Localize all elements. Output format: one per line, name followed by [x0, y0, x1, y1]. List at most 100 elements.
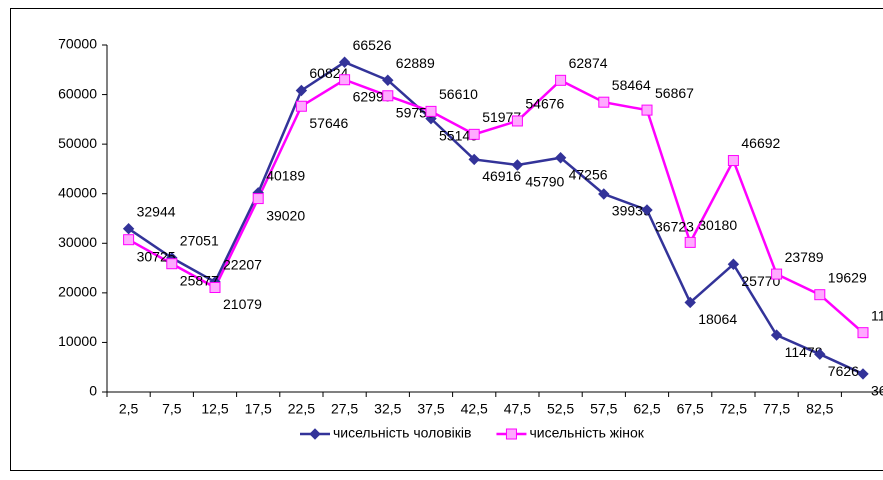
point: [295, 100, 307, 112]
point: [641, 204, 653, 216]
point: [425, 112, 437, 125]
data-label: 46692: [741, 135, 780, 151]
data-label: 39020: [266, 207, 305, 223]
data-label: 40189: [266, 167, 305, 183]
data-label: 18064: [698, 311, 737, 327]
data-label: 66526: [353, 37, 392, 53]
point: [122, 222, 135, 235]
data-label: 11969: [871, 307, 883, 323]
point: [641, 104, 653, 116]
data-label: 36723: [655, 219, 694, 235]
x-tick-label: 62,5: [633, 401, 660, 417]
data-label: 56867: [655, 85, 694, 101]
point: [857, 327, 869, 339]
data-label: 58464: [612, 77, 651, 93]
point: [382, 74, 394, 86]
data-label: 3645: [871, 383, 883, 399]
point: [295, 84, 308, 97]
y-tick-label: 50000: [58, 135, 97, 151]
x-tick-label: 57,5: [590, 401, 617, 417]
data-label: 19629: [828, 269, 867, 285]
y-tick-label: 40000: [58, 184, 97, 200]
data-label: 46916: [482, 168, 521, 184]
data-label: 21079: [223, 296, 262, 312]
point: [505, 428, 517, 440]
x-tick-label: 52,5: [547, 401, 574, 417]
point: [771, 268, 783, 280]
point: [511, 159, 524, 171]
data-label: 60824: [309, 65, 348, 81]
point: [511, 115, 523, 127]
point: [252, 193, 264, 205]
data-label: 7626: [828, 363, 859, 379]
x-tick-label: 2,5: [119, 401, 139, 417]
point: [770, 329, 783, 341]
point: [554, 152, 567, 164]
data-label: 45790: [525, 174, 564, 190]
data-label: 39939: [612, 203, 651, 219]
y-tick-label: 10000: [58, 333, 97, 349]
data-label: 25877: [180, 272, 219, 288]
x-tick-label: 77,5: [763, 401, 790, 417]
x-tick-label: 82,5: [806, 401, 833, 417]
point: [309, 428, 321, 440]
data-label: 30180: [698, 217, 737, 233]
point: [209, 282, 221, 294]
point: [382, 90, 394, 102]
data-label: 57646: [309, 115, 348, 131]
y-tick-label: 20000: [58, 284, 97, 300]
point: [684, 296, 696, 309]
point: [814, 348, 826, 360]
data-label: 30725: [137, 248, 176, 264]
y-tick-label: 0: [89, 383, 97, 399]
y-tick-label: 30000: [58, 234, 97, 250]
series-line: [127, 60, 864, 376]
point: [123, 234, 135, 246]
data-label: 54676: [525, 96, 564, 112]
point: [339, 74, 351, 86]
data-label: 22207: [223, 257, 262, 273]
data-label: 32944: [137, 203, 176, 219]
data-label: 62874: [569, 55, 608, 71]
data-label: 62990: [353, 88, 392, 104]
point: [598, 96, 610, 108]
chart-frame: [10, 8, 883, 471]
x-tick-label: 12,5: [201, 401, 228, 417]
y-tick-label: 60000: [58, 85, 97, 101]
legend-label: чисельність жінок: [529, 425, 644, 441]
x-tick-label: 7,5: [162, 401, 182, 417]
x-tick-label: 37,5: [417, 401, 444, 417]
x-tick-label: 17,5: [245, 401, 272, 417]
point: [814, 289, 826, 301]
data-label: 62889: [396, 55, 435, 71]
data-label: 25770: [741, 273, 780, 289]
point: [338, 56, 351, 68]
point: [555, 74, 567, 86]
data-label: 47256: [569, 166, 608, 182]
legend-label: чисельність чоловіків: [333, 425, 471, 441]
x-tick-label: 42,5: [461, 401, 488, 417]
x-tick-label: 47,5: [504, 401, 531, 417]
x-tick-label: 67,5: [677, 401, 704, 417]
point: [425, 105, 437, 117]
x-tick-label: 32,5: [374, 401, 401, 417]
point: [727, 258, 740, 270]
data-label: 51977: [482, 109, 521, 125]
point: [598, 188, 610, 200]
point: [468, 153, 480, 166]
data-label: 11478: [785, 344, 823, 360]
point: [468, 128, 480, 140]
x-tick-label: 27,5: [331, 401, 358, 417]
data-label: 23789: [785, 249, 824, 265]
x-tick-label: 22,5: [288, 401, 315, 417]
data-label: 59755: [396, 104, 435, 120]
data-label: 55145: [439, 127, 478, 143]
x-tick-label: 72,5: [720, 401, 747, 417]
point: [857, 368, 869, 380]
point: [727, 155, 739, 167]
series-line: [127, 78, 864, 334]
point: [684, 236, 696, 248]
data-label: 56610: [439, 86, 478, 102]
point: [166, 258, 178, 270]
